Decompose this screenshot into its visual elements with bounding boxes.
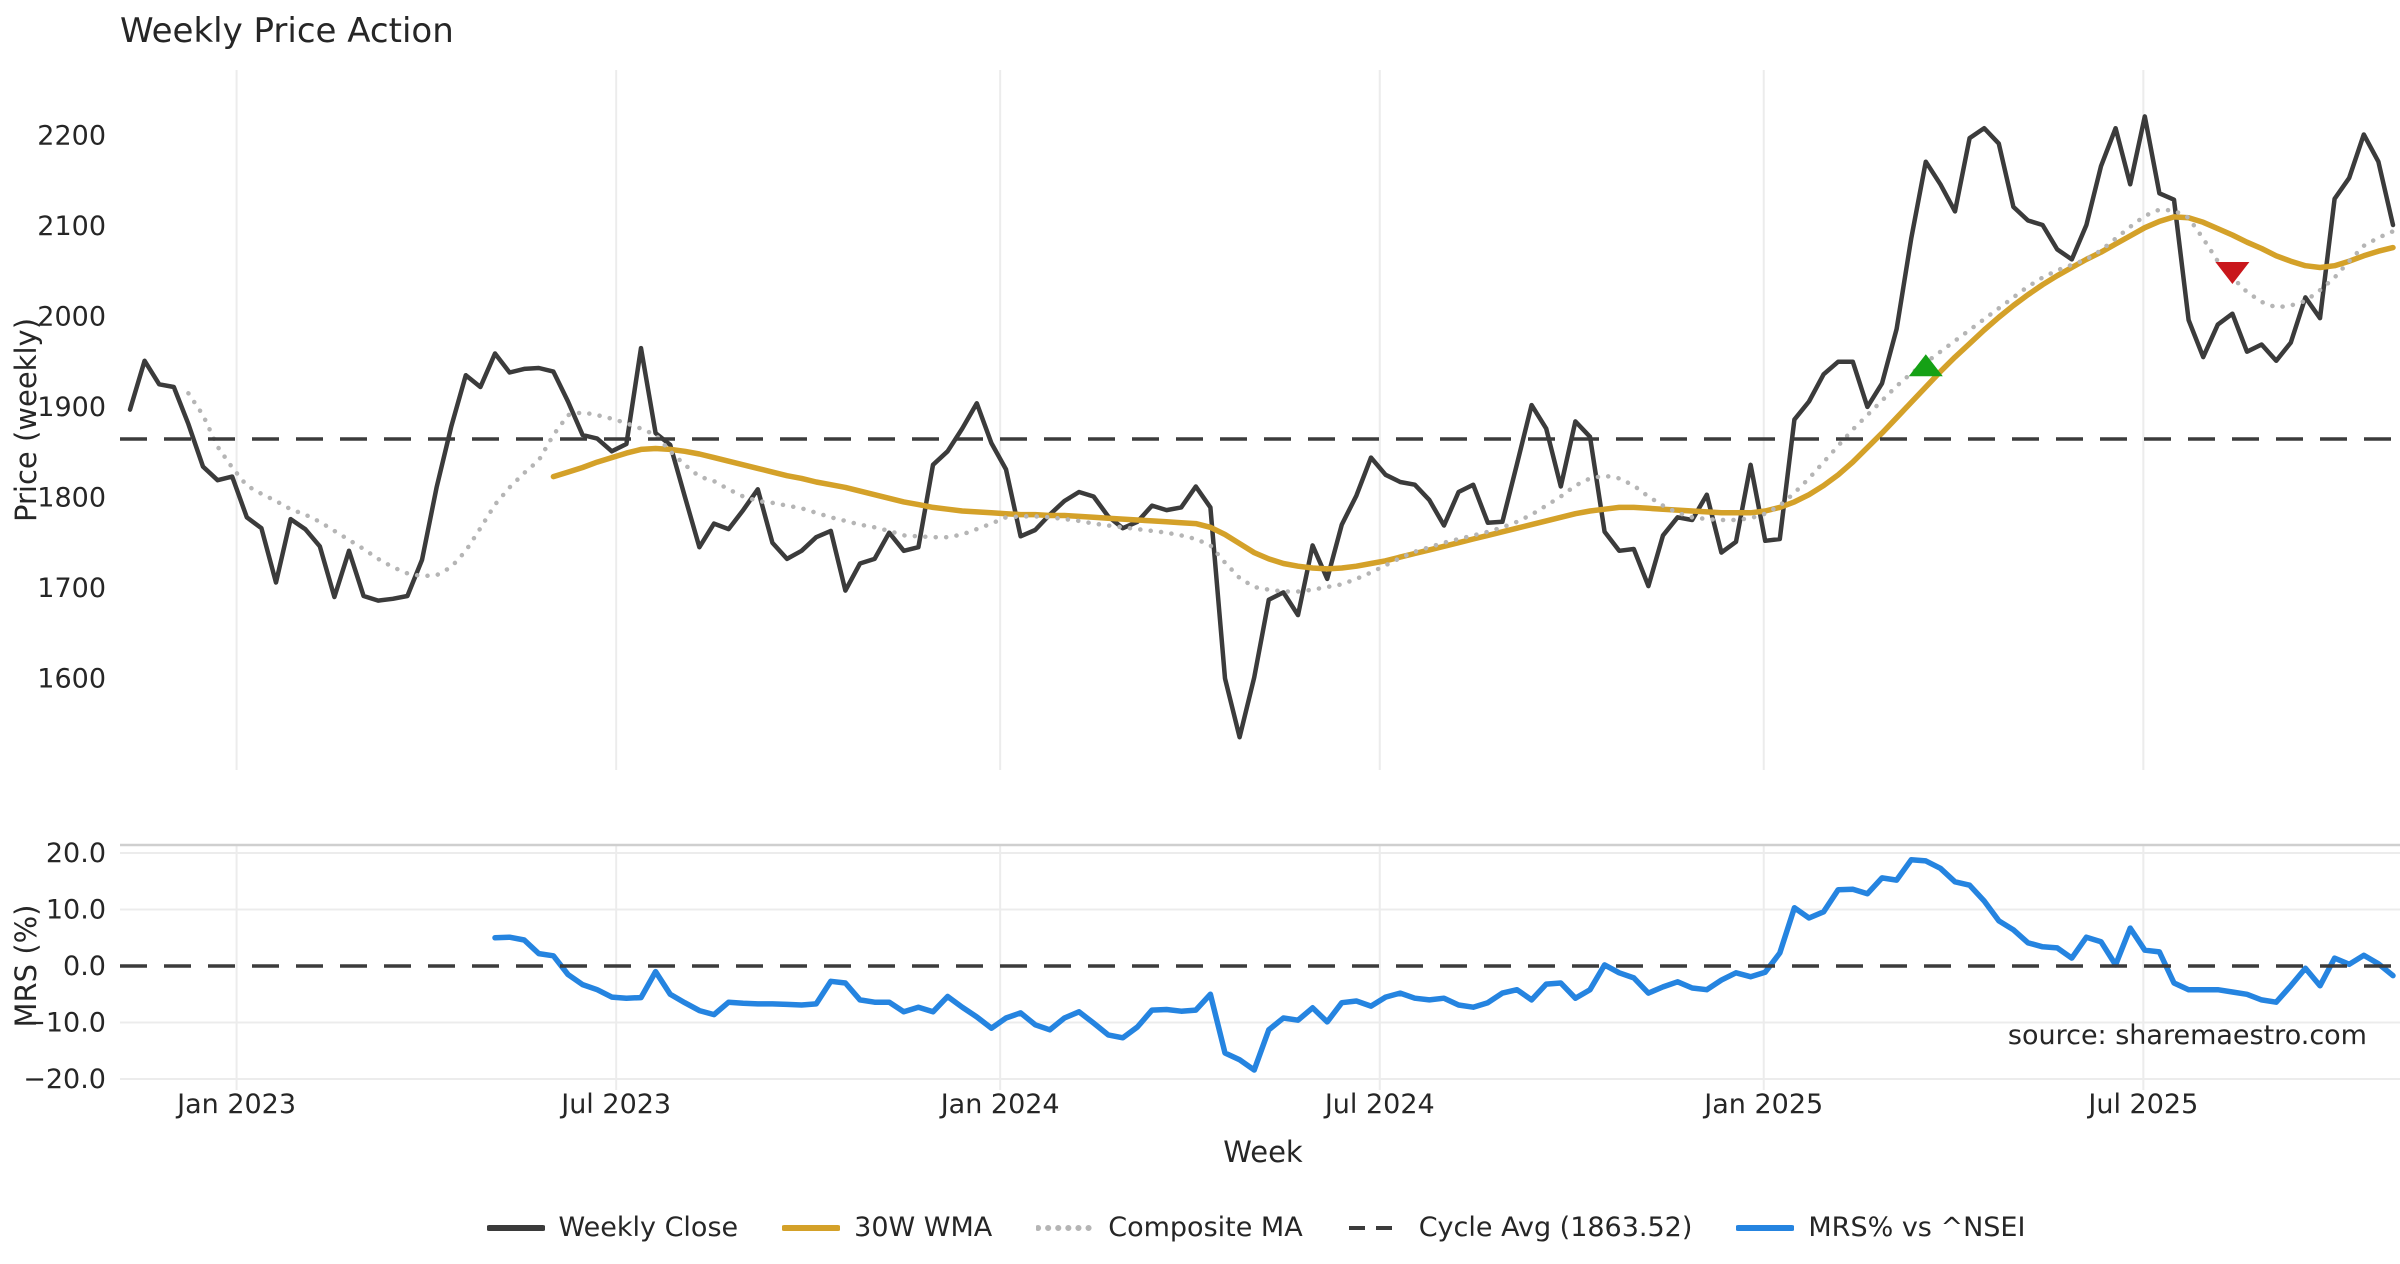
legend-line-sample xyxy=(486,1224,545,1231)
price-tick-label: 1700 xyxy=(37,573,106,604)
legend-item-label: Weekly Close xyxy=(558,1212,739,1243)
30w-wma-line xyxy=(550,214,2396,572)
price-tick-label: 1900 xyxy=(37,392,106,423)
legend-line-sample xyxy=(1348,1225,1403,1230)
mrs-axis-label: MRS (%) xyxy=(9,905,43,1028)
legend-item-label: 30W WMA xyxy=(854,1212,993,1243)
price-tick-label: 1800 xyxy=(37,483,106,514)
mrs-tick-label: −20.0 xyxy=(23,1064,106,1095)
trade-markers xyxy=(1908,261,2250,377)
x-tick-label: Jul 2024 xyxy=(1323,1089,1435,1120)
source-watermark: source: sharemaestro.com xyxy=(2008,1020,2367,1051)
weekly-close-line xyxy=(127,114,2396,740)
x-tick-label: Jan 2025 xyxy=(1702,1089,1823,1120)
mrs-tick-label: 0.0 xyxy=(63,951,106,982)
composite-ma-line xyxy=(186,207,2396,594)
x-tick-label: Jan 2024 xyxy=(939,1089,1060,1120)
sell-signal-marker xyxy=(2215,261,2250,284)
legend-line-sample xyxy=(1736,1224,1795,1231)
legend-item-weekly-close: Weekly Close xyxy=(486,1212,739,1243)
price-axis-label: Price (weekly) xyxy=(9,318,43,522)
buy-signal-marker xyxy=(1908,354,1943,377)
price-tick-label: 2100 xyxy=(37,211,106,242)
legend: Weekly Close 30W WMA Composite MA Cycle Avg… xyxy=(120,1212,2392,1243)
price-tick-label: 2200 xyxy=(37,121,106,152)
tick-labels: Jan 2023 Jul 2023 Jan 2024 Jul 2024 Jan 2025… xyxy=(23,121,2198,1121)
price-tick-label: 1600 xyxy=(37,664,106,695)
mrs-tick-label: 10.0 xyxy=(46,895,106,926)
legend-item-label: MRS% vs ^NSEI xyxy=(1808,1212,2026,1243)
grid-layer xyxy=(120,70,2400,1090)
legend-item-label: Composite MA xyxy=(1108,1212,1303,1243)
legend-line-sample xyxy=(1036,1224,1095,1231)
legend-item-label: Cycle Avg (1863.52) xyxy=(1418,1212,1693,1243)
x-tick-label: Jan 2023 xyxy=(175,1089,296,1120)
x-tick-label: Jul 2025 xyxy=(2086,1089,2198,1120)
legend-item-cycle-avg-1863-52: Cycle Avg (1863.52) xyxy=(1347,1212,1693,1243)
legend-line-sample xyxy=(782,1224,841,1231)
x-axis-label: Week xyxy=(1223,1135,1303,1169)
legend-item-mrs-vs-nsei: MRS% vs ^NSEI xyxy=(1736,1212,2025,1243)
legend-item-30w-wma: 30W WMA xyxy=(782,1212,992,1243)
mrs-tick-label: 20.0 xyxy=(46,838,106,869)
mrs-vs-nsei-line xyxy=(492,857,2396,1073)
chart-title: Weekly Price Action xyxy=(120,11,454,51)
mrs-tick-label: −10.0 xyxy=(23,1008,106,1039)
x-tick-label: Jul 2023 xyxy=(559,1089,671,1120)
series-layer xyxy=(120,114,2400,1073)
price-tick-label: 2000 xyxy=(37,302,106,333)
legend-item-composite-ma: Composite MA xyxy=(1036,1212,1303,1243)
